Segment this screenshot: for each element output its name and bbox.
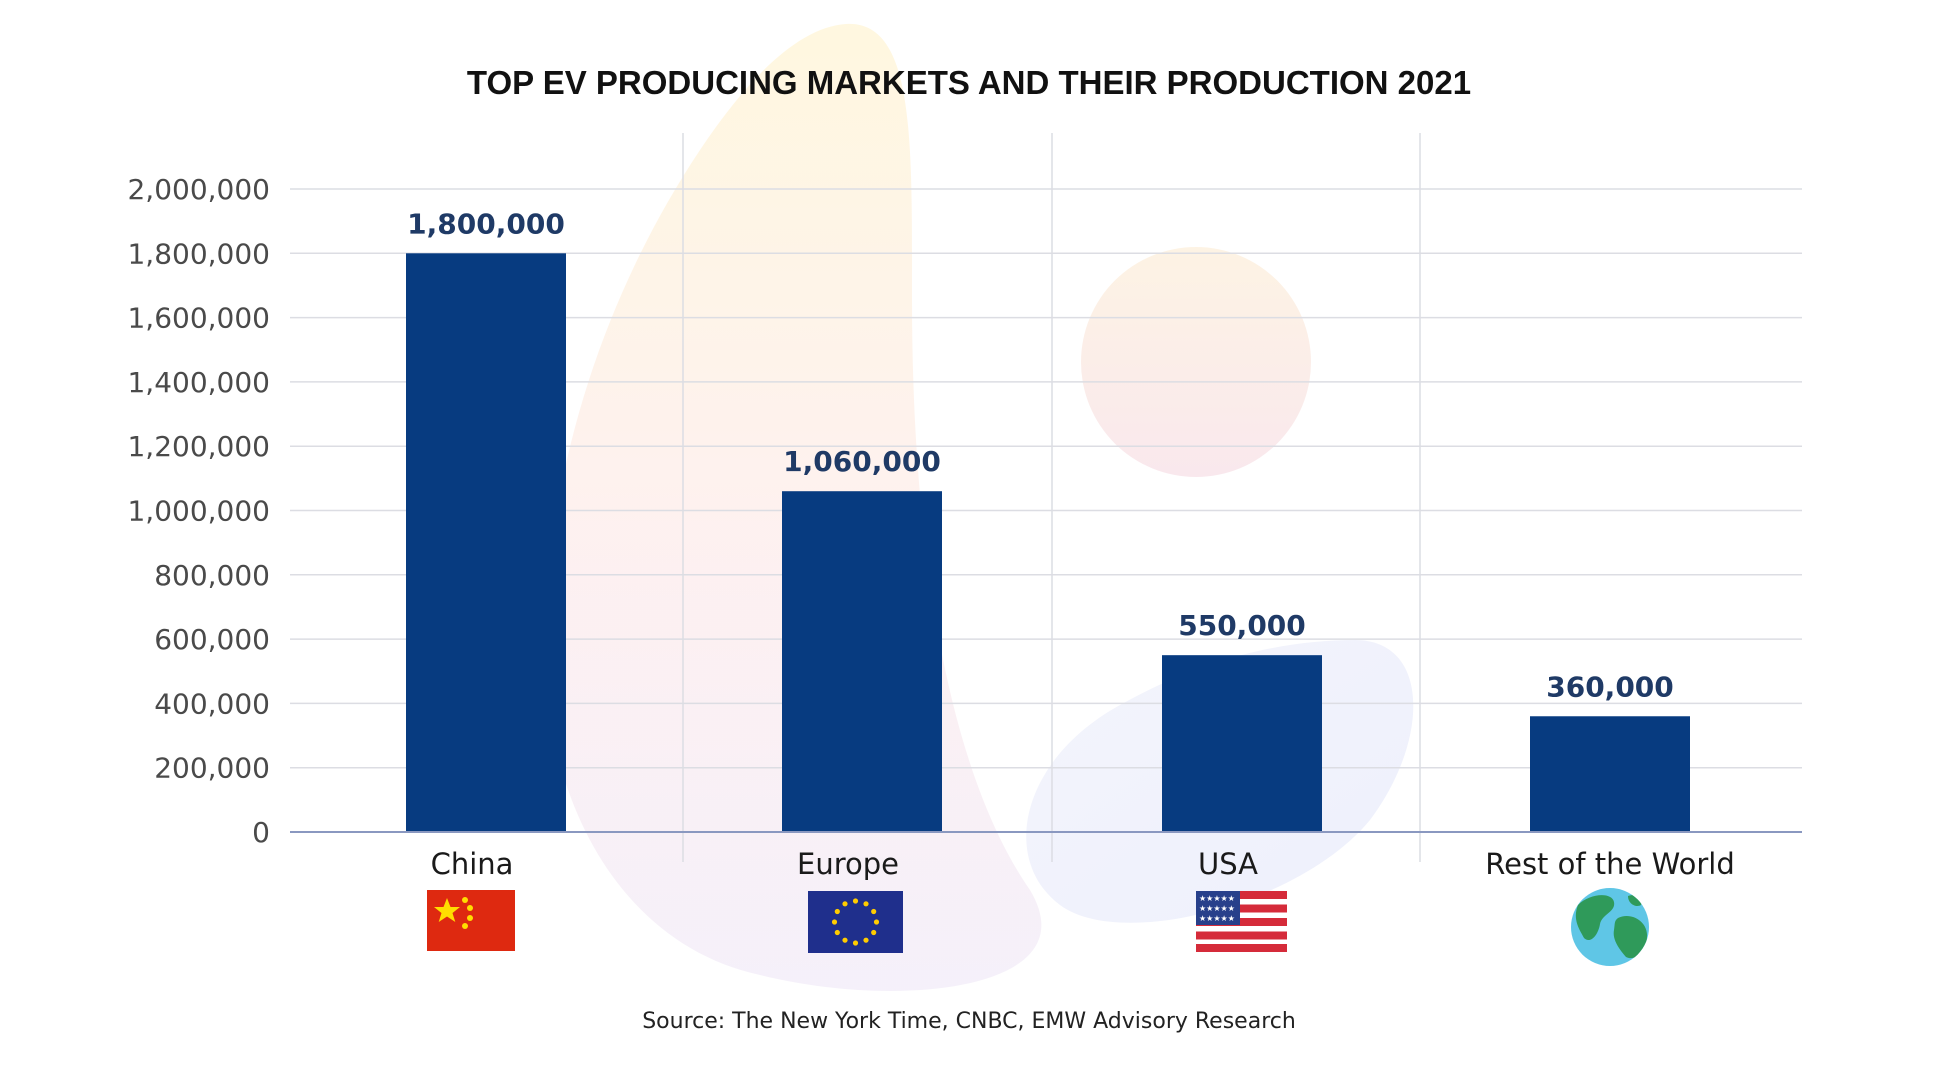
data-label: 550,000 [1178, 609, 1306, 642]
china-flag-icon [427, 890, 515, 951]
data-label: 1,800,000 [407, 207, 565, 240]
y-tick-label: 200,000 [154, 752, 270, 785]
eu-flag-icon [808, 891, 903, 953]
usa-flag-icon: ★★★★★ ★★★★★ ★★★★★ [1196, 891, 1287, 952]
x-tick-label: Rest of the World [1485, 847, 1734, 881]
data-labels: 1,800,000 1,060,000 550,000 360,000 [407, 207, 1674, 703]
globe-icon [1571, 888, 1649, 966]
source-note: Source: The New York Time, CNBC, EMW Adv… [642, 1009, 1296, 1034]
background-circle [1081, 247, 1311, 477]
y-tick-label: 1,600,000 [127, 302, 270, 335]
y-tick-label: 1,400,000 [127, 366, 270, 399]
svg-text:★★★★★: ★★★★★ [1199, 894, 1235, 903]
x-axis-categories: China Europe USA Rest of the World [431, 847, 1735, 881]
bar-usa [1162, 655, 1322, 832]
x-tick-label: USA [1198, 847, 1258, 881]
svg-text:★★★★★: ★★★★★ [1199, 904, 1235, 913]
bar-rest-of-the-world [1530, 716, 1690, 832]
y-tick-label: 400,000 [154, 687, 270, 720]
data-label: 360,000 [1546, 670, 1674, 703]
bars [406, 253, 1690, 833]
y-tick-label: 1,800,000 [127, 237, 270, 270]
y-tick-label: 800,000 [154, 559, 270, 592]
y-tick-label: 600,000 [154, 623, 270, 656]
chart-title: TOP EV PRODUCING MARKETS AND THEIR PRODU… [467, 64, 1471, 101]
data-label: 1,060,000 [783, 445, 941, 478]
y-tick-label: 0 [252, 816, 270, 849]
x-tick-label: Europe [797, 847, 899, 881]
svg-text:★★★★★: ★★★★★ [1199, 914, 1235, 923]
y-tick-label: 1,200,000 [127, 430, 270, 463]
x-tick-label: China [431, 847, 514, 881]
y-axis-ticks: 0 200,000 400,000 600,000 800,000 1,000,000 1,… [127, 173, 270, 849]
bar-europe [782, 491, 942, 832]
y-tick-label: 2,000,000 [127, 173, 270, 206]
background-decoration [545, 23, 1414, 991]
bar-china [406, 253, 566, 833]
y-tick-label: 1,000,000 [127, 495, 270, 528]
